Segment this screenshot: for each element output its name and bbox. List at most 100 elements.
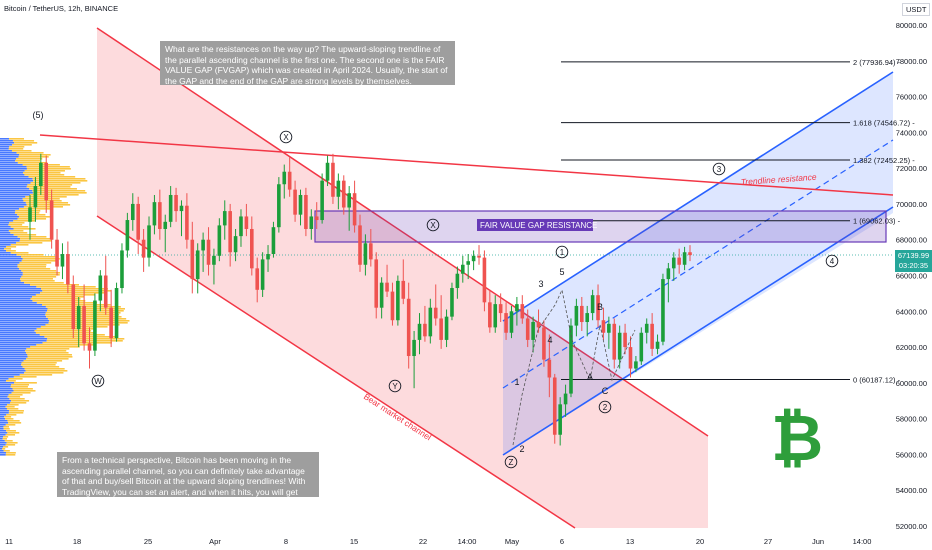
- candle-body: [482, 257, 487, 303]
- candle-body: [271, 227, 276, 255]
- candle-body: [396, 280, 400, 321]
- volume-profile-bar-blue: [0, 204, 27, 206]
- volume-profile-bar-blue: [0, 228, 14, 230]
- volume-profile-bar: [36, 286, 96, 288]
- candle-body: [76, 305, 81, 330]
- candle-body: [190, 239, 195, 280]
- candle-body: [590, 295, 595, 314]
- fib-level-label: 1.382 (72452.25) -: [853, 156, 915, 165]
- volume-profile-bar: [6, 408, 19, 410]
- volume-profile-bar: [26, 352, 69, 354]
- volume-profile-bar-blue: [0, 418, 6, 420]
- candle-body: [103, 275, 108, 308]
- candle-body: [60, 254, 65, 267]
- volume-profile-bar: [6, 250, 16, 252]
- volume-profile-bar-blue: [0, 386, 11, 388]
- volume-profile-bar: [7, 432, 20, 434]
- volume-profile-bar-blue: [0, 188, 30, 190]
- volume-profile-bar: [12, 388, 33, 390]
- volume-profile-bar-blue: [0, 330, 35, 332]
- candle-body: [352, 193, 357, 226]
- current-price-tag: 67139.99 03:20:35: [895, 250, 932, 272]
- candle-body: [314, 216, 319, 221]
- volume-profile-bar: [19, 268, 51, 270]
- volume-profile-bar-blue: [0, 152, 17, 154]
- volume-profile-bar-blue: [0, 144, 13, 146]
- volume-profile-bar: [23, 200, 62, 202]
- volume-profile-bar-blue: [0, 218, 18, 220]
- volume-profile-bar: [25, 350, 67, 352]
- candle-body: [266, 254, 270, 260]
- volume-profile-bar: [5, 434, 16, 436]
- volume-profile-bar-blue: [0, 194, 30, 196]
- currency-badge[interactable]: USDT: [902, 3, 931, 16]
- volume-profile-bar: [22, 258, 60, 260]
- volume-profile-bar-blue: [0, 352, 27, 354]
- candle-body: [239, 216, 243, 237]
- candle-body: [379, 282, 384, 308]
- volume-profile-bar: [9, 410, 24, 412]
- volume-profile-bar-blue: [0, 178, 33, 180]
- volume-profile-bar: [14, 142, 38, 144]
- volume-profile-bar-blue: [0, 384, 12, 386]
- candle-body: [174, 194, 178, 212]
- volume-profile-bar: [5, 454, 16, 456]
- candle-body: [347, 193, 351, 208]
- volume-profile-bar-blue: [0, 270, 22, 272]
- candle-body: [666, 268, 671, 280]
- y-axis-tick-label: 72000.00: [896, 164, 927, 173]
- candle-body: [82, 305, 86, 344]
- fib-level-label: 1.618 (74546.72) -: [853, 119, 915, 128]
- candle-body: [617, 332, 622, 360]
- volume-profile-bar: [26, 186, 71, 188]
- volume-profile-bar-blue: [0, 196, 26, 198]
- volume-profile-bar-blue: [0, 454, 6, 456]
- trendline-resistance-line: [39, 134, 894, 196]
- volume-profile-bar: [11, 150, 32, 152]
- volume-profile-bar-blue: [0, 406, 6, 408]
- volume-profile-bar: [19, 240, 52, 242]
- x-axis-tick-label: Apr: [209, 537, 221, 546]
- candle-body: [628, 347, 633, 369]
- volume-profile-bar-blue: [0, 148, 9, 150]
- volume-profile-bar-blue: [0, 160, 16, 162]
- wave-label: 2: [519, 444, 524, 454]
- volume-profile-bar-blue: [0, 436, 4, 438]
- volume-profile-bar: [18, 216, 50, 218]
- candle-body: [423, 323, 427, 337]
- volume-profile-bar-blue: [0, 336, 45, 338]
- fib-level-label: 1 (69062.03) -: [853, 217, 901, 226]
- volume-profile-bar-blue: [0, 374, 20, 376]
- volume-profile-bar-blue: [0, 446, 4, 448]
- x-axis-tick-label: 15: [350, 537, 358, 546]
- candle-body: [336, 180, 341, 197]
- volume-profile-bar: [22, 274, 60, 276]
- volume-profile-bar: [24, 174, 65, 176]
- volume-profile-bar-blue: [0, 402, 10, 404]
- candle-body: [158, 202, 162, 229]
- volume-profile-bar-blue: [0, 140, 13, 142]
- volume-profile-bar-blue: [0, 276, 22, 278]
- volume-profile-bar: [5, 380, 16, 382]
- volume-profile-bar: [13, 390, 36, 392]
- volume-profile-bar: [9, 222, 25, 224]
- volume-profile-bar-blue: [0, 426, 4, 428]
- volume-profile-bar-blue: [0, 416, 5, 418]
- candle-body: [66, 254, 70, 285]
- volume-profile-bar: [8, 224, 23, 226]
- volume-profile-bar: [48, 322, 128, 324]
- volume-profile-bar-blue: [0, 224, 9, 226]
- y-axis-tick-label: 78000.00: [896, 57, 927, 66]
- candle-body: [477, 255, 481, 258]
- volume-profile-bar-blue: [0, 452, 7, 454]
- volume-profile-bar: [32, 300, 86, 302]
- volume-profile-bar-blue: [0, 430, 7, 432]
- candle-body: [547, 359, 552, 378]
- wave-label-circle: [388, 379, 402, 393]
- volume-profile-bar-blue: [0, 294, 36, 296]
- volume-profile-bar: [36, 302, 98, 304]
- volume-profile-bar-blue: [0, 164, 23, 166]
- volume-profile-bar: [32, 190, 86, 192]
- candle-body: [125, 220, 130, 251]
